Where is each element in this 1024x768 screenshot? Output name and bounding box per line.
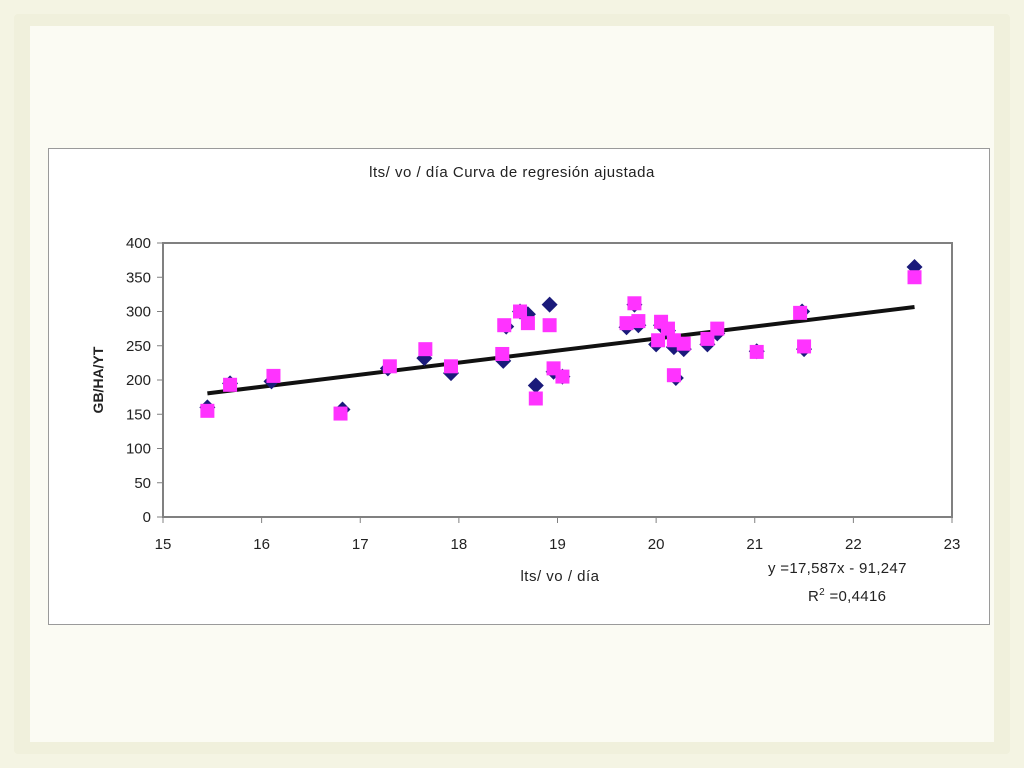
x-tick-label: 21 — [746, 536, 763, 553]
data-point-square — [520, 316, 535, 331]
data-point-square — [619, 316, 634, 331]
data-point-square — [333, 406, 348, 421]
data-point-square — [528, 391, 543, 406]
data-point-square — [666, 368, 681, 383]
y-axis: 0 50 100 150 200 250 300 350 400 — [126, 235, 163, 526]
data-point-square — [418, 342, 433, 357]
data-point-square — [660, 321, 675, 336]
y-tick-label: 100 — [126, 441, 151, 458]
x-tick-label: 18 — [451, 536, 468, 553]
chart-title: lts/ vo / día Curva de regresión ajustad… — [369, 164, 655, 181]
x-tick-label: 23 — [944, 536, 961, 553]
y-tick-label: 200 — [126, 372, 151, 389]
trendline — [207, 305, 915, 396]
data-point-square — [627, 296, 642, 311]
data-points — [199, 258, 923, 421]
data-point-square — [797, 339, 812, 354]
data-point-square — [749, 344, 764, 359]
x-tick-label: 20 — [648, 536, 665, 553]
x-tick-label: 19 — [549, 536, 566, 553]
data-point-square — [651, 333, 666, 348]
x-tick-label: 15 — [155, 536, 172, 553]
data-point-square — [200, 403, 215, 418]
y-tick-label: 50 — [134, 475, 151, 492]
y-tick-label: 0 — [143, 509, 151, 526]
data-point-square — [907, 270, 922, 285]
data-point-square — [555, 369, 570, 384]
trendline-line — [207, 305, 915, 396]
x-tick-label: 17 — [352, 536, 369, 553]
data-point-square — [793, 305, 808, 320]
data-point-square — [631, 314, 646, 329]
data-point-square — [495, 346, 510, 361]
y-tick-label: 300 — [126, 304, 151, 321]
r-squared-symbol: R — [808, 588, 820, 605]
r-squared-value: =0,4416 — [829, 588, 887, 605]
data-point-square — [497, 318, 512, 333]
y-axis-title: GB/HA/YT — [90, 346, 106, 414]
data-point-diamond — [541, 296, 558, 313]
data-point-diamond — [527, 377, 544, 394]
y-tick-label: 400 — [126, 235, 151, 252]
y-tick-label: 350 — [126, 269, 151, 286]
r-squared-label: R2 =0,4416 — [808, 587, 948, 605]
x-axis: 15 16 17 18 19 20 21 22 23 — [155, 517, 961, 553]
x-tick-label: 16 — [253, 536, 270, 553]
y-tick-label: 150 — [126, 406, 151, 423]
data-point-square — [710, 321, 725, 336]
x-tick-label: 22 — [845, 536, 862, 553]
data-point-square — [513, 304, 528, 319]
data-point-square — [676, 336, 691, 351]
data-point-square — [382, 359, 397, 374]
data-point-square — [266, 368, 281, 383]
r-squared-exponent: 2 — [819, 587, 826, 598]
x-axis-title: lts/ vo / día — [520, 568, 600, 585]
data-point-square — [223, 377, 238, 392]
y-tick-label: 250 — [126, 338, 151, 355]
regression-equation: y =17,587x - 91,247 — [768, 560, 907, 577]
data-point-square — [443, 359, 458, 374]
data-point-square — [542, 318, 557, 333]
